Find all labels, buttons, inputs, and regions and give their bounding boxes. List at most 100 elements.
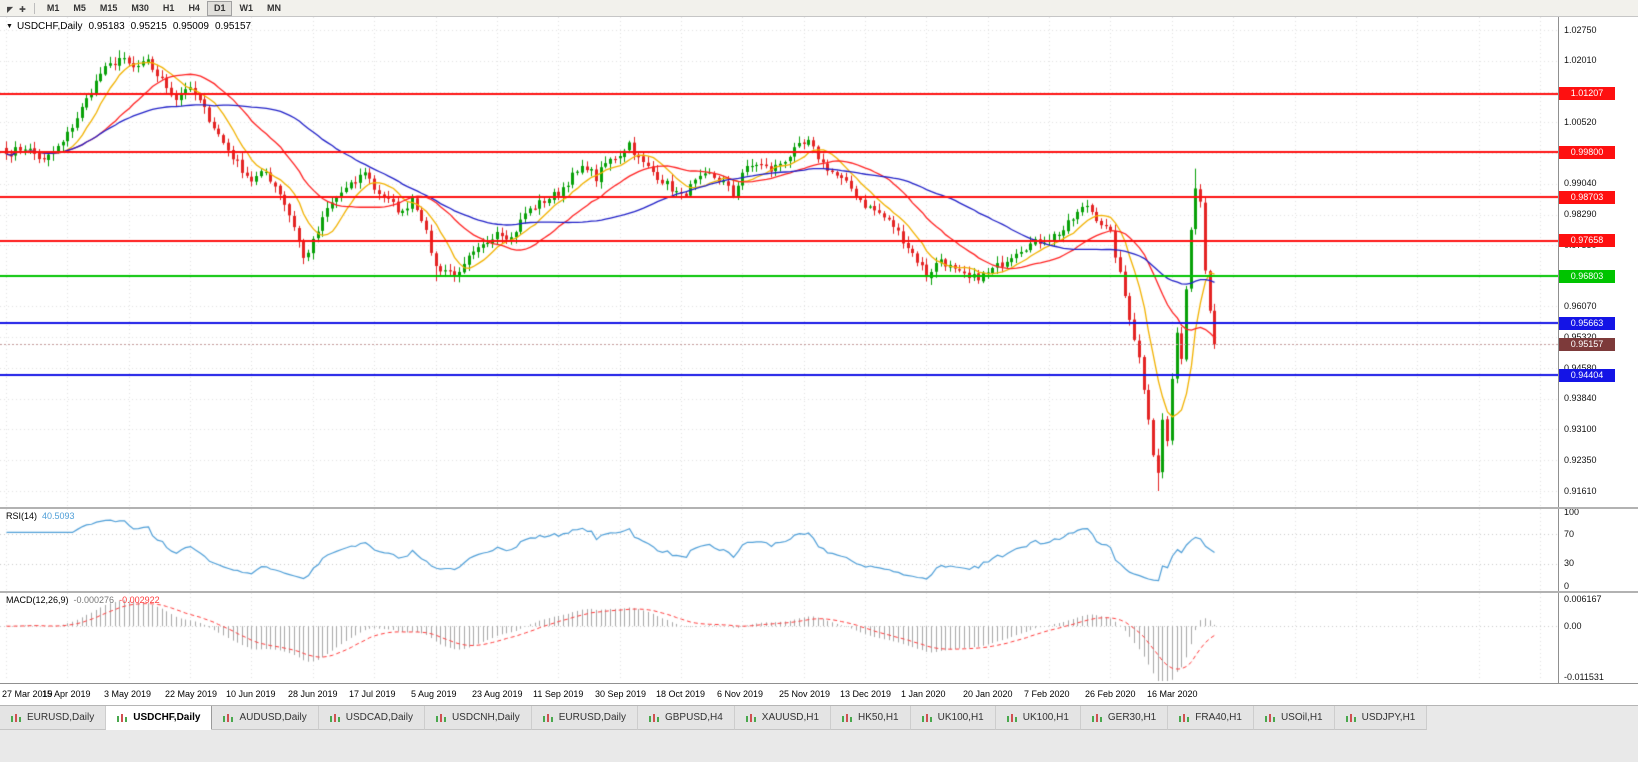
- timeframe-d1[interactable]: D1: [206, 0, 233, 16]
- date-label: 3 May 2019: [104, 689, 152, 699]
- tab-uk100-h1[interactable]: UK100,H1: [995, 706, 1081, 730]
- chart-icon: [1264, 713, 1276, 723]
- toolbar: ◤ ✚ M1 M5 M15 M30 H1 H4 D1 W1 MN: [0, 0, 1638, 17]
- tab-label: USOil,H1: [1280, 712, 1323, 723]
- date-label: 1 Jan 2020: [901, 689, 946, 699]
- ohlc-close: 0.95157: [214, 21, 252, 32]
- tab-bar: EURUSD,Daily USDCHF,Daily AUDUSD,Daily USDC…: [0, 706, 1638, 730]
- level-price-label: 0.99800: [1559, 145, 1615, 159]
- price-tick-label: 0.94580: [1564, 362, 1597, 373]
- macd-tick-label: 0.00: [1564, 620, 1582, 631]
- price-tick-label: 0.93840: [1564, 393, 1597, 404]
- rsi-tick-label: 100: [1564, 506, 1580, 517]
- chart-icon: [223, 713, 234, 723]
- chart-icon: [117, 713, 128, 723]
- tab-label: USDCHF,Daily: [133, 712, 201, 723]
- date-label: 5 Aug 2019: [411, 689, 457, 699]
- price-tick-label: 0.92350: [1564, 454, 1597, 465]
- tab-gbpusd-h4[interactable]: GBPUSD,H4: [637, 706, 735, 730]
- tab-usdchf-daily[interactable]: USDCHF,Daily: [106, 706, 213, 730]
- rsi-title: RSI(14): [6, 511, 38, 521]
- macd-tick-label: -0.011531: [1564, 671, 1604, 682]
- date-label: 28 Jun 2019: [288, 689, 338, 699]
- pane-separator-price-rsi[interactable]: [0, 507, 1638, 509]
- tab-xauusd-h1[interactable]: XAUUSD,H1: [734, 706, 832, 730]
- timeframe-buttons: M1 M5 M15 M30 H1 H4 D1 W1 MN: [40, 0, 288, 16]
- price-tick-label: 1.02750: [1564, 24, 1597, 35]
- level-price-label: 0.98703: [1559, 190, 1615, 204]
- tab-label: USDJPY,H1: [1361, 712, 1416, 723]
- tab-fra40-h1[interactable]: FRA40,H1: [1168, 706, 1254, 730]
- tab-label: EURUSD,Daily: [558, 712, 626, 723]
- date-label: 15 Apr 2019: [42, 689, 91, 699]
- date-label: 6 Nov 2019: [717, 689, 764, 699]
- tab-audusd-daily[interactable]: AUDUSD,Daily: [212, 706, 319, 730]
- timeframe-h1[interactable]: H1: [162, 2, 175, 13]
- tab-eurusd-daily[interactable]: EURUSD,Daily: [0, 706, 107, 730]
- price-tick-label: 0.93100: [1564, 423, 1597, 434]
- tab-label: USDCAD,Daily: [345, 712, 413, 723]
- ohlc-open: 0.95183: [88, 21, 125, 32]
- price-tick-label: 0.95320: [1564, 332, 1597, 343]
- chart-icon: [842, 713, 853, 723]
- rsi-indicator-label: RSI(14) 40.5093: [6, 511, 80, 521]
- date-label: 23 Aug 2019: [472, 689, 523, 699]
- price-scale[interactable]: 1.027501.020101.012601.005200.997800.990…: [1558, 17, 1638, 683]
- chart-icon: [435, 713, 447, 723]
- macd-tick-label: 0.006167: [1564, 593, 1602, 604]
- symbol-dropdown-icon[interactable]: ▼: [6, 23, 13, 30]
- date-label: 7 Feb 2020: [1024, 689, 1070, 699]
- rsi-tick-label: 30: [1564, 558, 1575, 569]
- price-tick-label: 0.98290: [1564, 209, 1597, 220]
- macd-value-main: -0.000276: [73, 595, 115, 605]
- chart-icon: [921, 713, 933, 723]
- chart-symbol-label: USDCHF,Daily: [16, 21, 83, 32]
- tab-label: USDCNH,Daily: [451, 712, 520, 723]
- tab-uk100-h1[interactable]: UK100,H1: [910, 706, 996, 730]
- timeframe-m1[interactable]: M1: [46, 2, 60, 13]
- tab-usdcad-daily[interactable]: USDCAD,Daily: [318, 706, 425, 730]
- date-label: 13 Dec 2019: [840, 689, 892, 699]
- pane-separator-rsi-macd[interactable]: [0, 591, 1638, 593]
- timeframe-m5[interactable]: M5: [73, 2, 86, 13]
- date-label: 27 Mar 2019: [2, 689, 53, 699]
- date-label: 10 Jun 2019: [226, 689, 276, 699]
- tab-usoil-h1[interactable]: USOil,H1: [1253, 706, 1335, 730]
- chart-icon: [745, 713, 757, 723]
- chart-icon: [542, 713, 554, 723]
- level-price-label: 0.94404: [1559, 368, 1615, 382]
- date-label: 30 Sep 2019: [595, 689, 647, 699]
- date-label: 20 Jan 2020: [963, 689, 1013, 699]
- date-label: 17 Jul 2019: [349, 689, 396, 699]
- timeframe-w1[interactable]: W1: [239, 2, 253, 13]
- tab-label: GER30,H1: [1107, 712, 1157, 723]
- tab-label: FRA40,H1: [1195, 712, 1242, 723]
- tab-hk50-h1[interactable]: HK50,H1: [831, 706, 911, 730]
- tab-label: AUDUSD,Daily: [239, 712, 307, 723]
- tab-usdcnh-daily[interactable]: USDCNH,Daily: [424, 706, 532, 730]
- macd-indicator-label: MACD(12,26,9) -0.000276 -0.002922: [6, 595, 165, 605]
- tab-label: GBPUSD,H4: [664, 712, 723, 723]
- chart-icon: [11, 713, 22, 723]
- cursor-icon[interactable]: ◤: [7, 5, 14, 14]
- chart-icon: [648, 713, 660, 723]
- timeframe-m30[interactable]: M30: [131, 2, 149, 13]
- chart-icon: [1091, 713, 1103, 723]
- timeframe-m15[interactable]: M15: [99, 2, 118, 13]
- chart-icon: [1179, 713, 1190, 723]
- rsi-tick-label: 70: [1564, 528, 1575, 539]
- tab-eurusd-daily[interactable]: EURUSD,Daily: [531, 706, 638, 730]
- timeframe-h4[interactable]: H4: [188, 2, 200, 13]
- price-tick-label: 0.91610: [1564, 485, 1597, 496]
- level-price-label: 0.96803: [1559, 269, 1615, 283]
- tab-usdjpy-h1[interactable]: USDJPY,H1: [1334, 706, 1428, 730]
- tab-ger30-h1[interactable]: GER30,H1: [1080, 706, 1169, 730]
- timeframe-mn[interactable]: MN: [266, 2, 281, 13]
- date-axis[interactable]: 27 Mar 2019 15 Apr 2019 3 May 2019 22 May 2…: [0, 683, 1638, 705]
- tab-label: HK50,H1: [858, 712, 899, 723]
- chart-info: ▼ USDCHF,Daily 0.95183 0.95215 0.95009 0…: [6, 21, 251, 32]
- current-price-label: 0.95157: [1559, 337, 1615, 351]
- crosshair-icon[interactable]: ✚: [19, 5, 26, 14]
